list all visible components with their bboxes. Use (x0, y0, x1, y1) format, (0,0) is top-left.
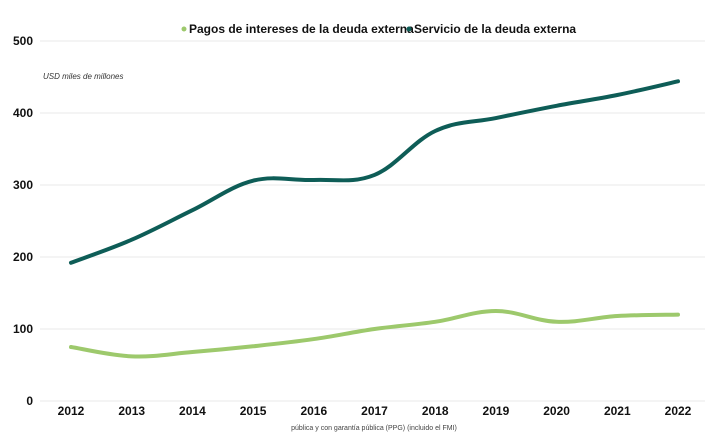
x-tick-label: 2022 (665, 404, 692, 418)
footnote: pública y con garantía pública (PPG) (in… (291, 425, 457, 432)
x-tick-label: 2012 (58, 404, 85, 418)
legend-label-pagos: Pagos de intereses de la deuda externa (189, 22, 414, 36)
x-tick-label: 2019 (483, 404, 510, 418)
x-tick-label: 2015 (240, 404, 267, 418)
legend-marker-servicio (406, 26, 412, 32)
y-tick-label: 400 (13, 106, 33, 120)
unit-label: USD miles de millones (43, 72, 123, 81)
y-tick-label: 200 (13, 250, 33, 264)
series-lines (69, 79, 680, 359)
x-tick-label: 2013 (118, 404, 145, 418)
legend-label-servicio: Servicio de la deuda externa (414, 22, 576, 36)
gridlines (40, 40, 705, 402)
x-tick-label: 2014 (179, 404, 206, 418)
legend-marker-pagos (181, 26, 187, 32)
x-axis-ticks: 2012 2013 2014 2015 2016 2017 2018 2019 2020 2021… (58, 404, 692, 418)
x-tick-label: 2018 (422, 404, 449, 418)
series-line-1 (69, 79, 680, 265)
legend: Pagos de intereses de la deuda externa S… (181, 22, 576, 36)
y-tick-label: 300 (13, 178, 33, 192)
y-tick-label: 500 (13, 34, 33, 48)
x-tick-label: 2021 (604, 404, 631, 418)
x-tick-label: 2017 (361, 404, 388, 418)
x-tick-label: 2016 (300, 404, 327, 418)
y-axis-ticks: 0 100 200 300 400 500 (13, 34, 33, 408)
x-tick-label: 2020 (543, 404, 570, 418)
y-tick-label: 100 (13, 322, 33, 336)
series-line-0 (69, 308, 680, 359)
y-tick-label: 0 (26, 394, 33, 408)
